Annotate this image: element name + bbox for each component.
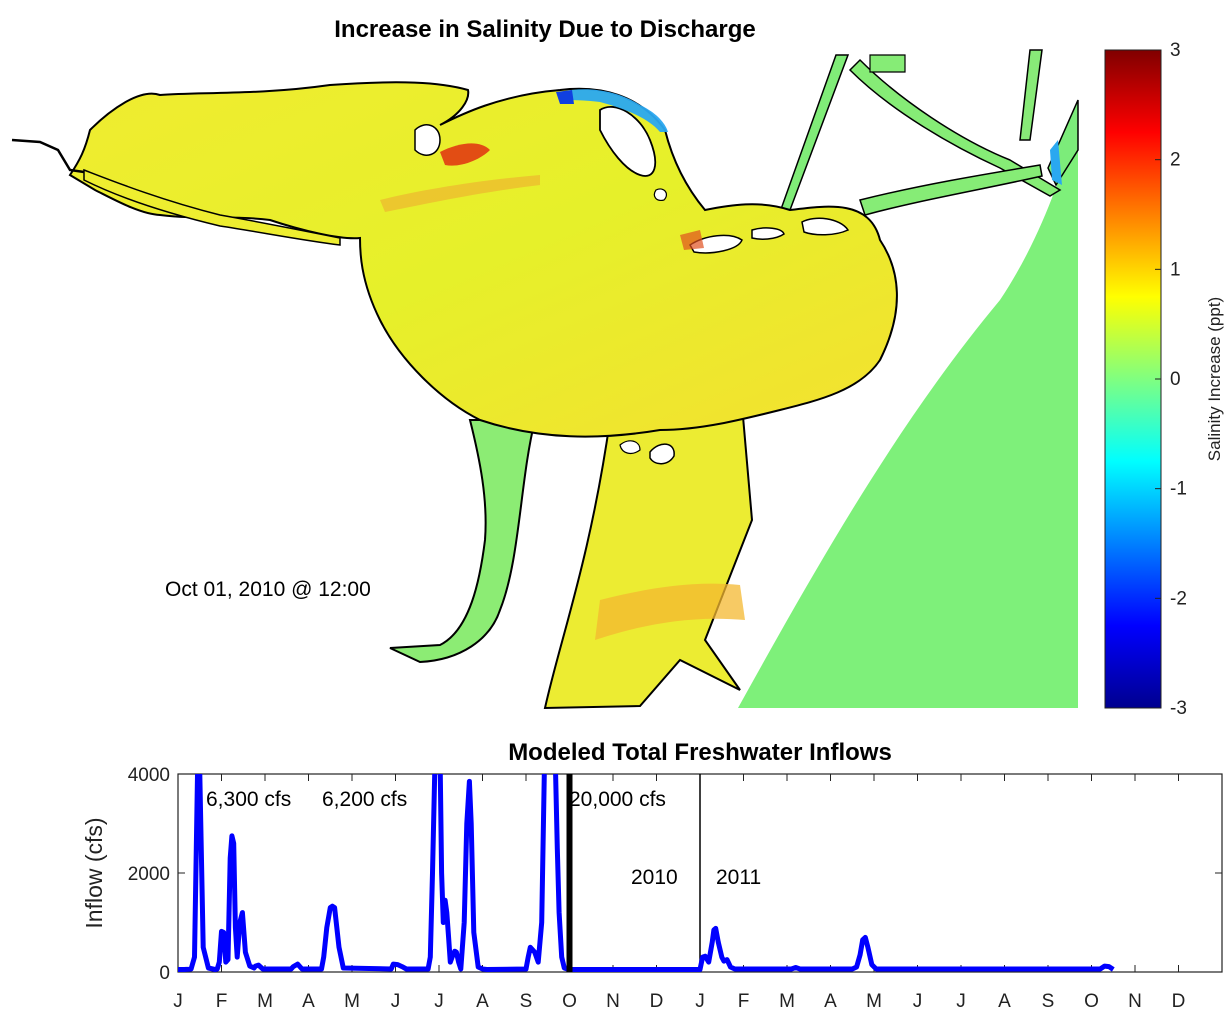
island-north: [599, 105, 657, 177]
colorbar-label: Salinity Increase (ppt): [1205, 297, 1224, 461]
island-south-2: [619, 440, 641, 455]
x-tick-label: S: [1042, 991, 1055, 1010]
island-west: [414, 124, 441, 156]
inflow-series-line: [178, 774, 1115, 972]
island-chain-2: [751, 227, 785, 240]
map-timestamp: Oct 01, 2010 @ 12:00: [165, 578, 371, 601]
gulf-water-region: [738, 112, 1078, 708]
x-tick-label: S: [520, 991, 533, 1010]
x-tick-label: D: [650, 991, 664, 1010]
colorbar-tick-label: 3: [1170, 40, 1181, 61]
upper-channel-b: [848, 58, 1062, 197]
x-tick-label: J: [173, 991, 183, 1010]
west-arm-strip: [83, 168, 341, 246]
colorbar-gradient: [1104, 49, 1162, 709]
south-channel-warm-band: [595, 583, 745, 640]
west-inlet-region: [389, 419, 537, 664]
peak-label-1: 6,300 cfs: [206, 788, 291, 811]
inflow-title: Modeled Total Freshwater Inflows: [508, 739, 892, 766]
colorbar-tick-label: 2: [1170, 150, 1181, 171]
upper-channel-c: [1019, 49, 1043, 141]
year-label-2011: 2011: [716, 866, 761, 889]
inflow-chart: 0 2000 4000 J F M A M J J A S O N D J F M A M J J A S O N D: [128, 765, 1223, 1010]
peak-label-3: 20,000 cfs: [569, 788, 666, 811]
hotspot-warm-band: [380, 175, 540, 212]
y-tick-label: 4000: [128, 765, 170, 786]
x-tick-label: F: [738, 991, 750, 1010]
upper-channel-a: [778, 54, 850, 213]
tributary-river: [11, 138, 85, 174]
warm-patch-northeast: [680, 230, 704, 250]
island-south: [649, 443, 675, 465]
island-chain-1: [689, 234, 743, 254]
hotspot-north: [440, 143, 490, 166]
colorbar-tick-label: -3: [1170, 698, 1187, 719]
colorbar-tick-label: -1: [1170, 479, 1187, 500]
salinity-map: [11, 49, 1079, 710]
x-tick-label: M: [344, 991, 360, 1010]
x-tick-label: J: [956, 991, 966, 1010]
x-tick-label: O: [1084, 991, 1099, 1010]
year-label-2010: 2010: [631, 866, 678, 889]
island-small-1: [653, 188, 668, 201]
x-tick-label: M: [866, 991, 882, 1010]
main-bay-region: [68, 81, 898, 438]
x-tick-label: A: [476, 991, 489, 1010]
x-tick-label: A: [824, 991, 837, 1010]
upper-channel-e: [869, 54, 906, 73]
x-tick-label: N: [606, 991, 620, 1010]
colorbar-tick-label: -2: [1170, 588, 1187, 609]
x-tick-label: O: [562, 991, 577, 1010]
x-tick-label: N: [1128, 991, 1142, 1010]
x-tick-label: A: [302, 991, 315, 1010]
upper-channel-d: [859, 164, 1043, 216]
y-tick-label: 0: [159, 963, 170, 984]
colorbar-ticks: 3 2 1 0 -1 -2 -3: [1155, 40, 1187, 719]
inflow-ylabel: Inflow (cfs): [81, 817, 107, 928]
x-tick-label: J: [391, 991, 401, 1010]
x-tick-label: F: [216, 991, 228, 1010]
colorbar-tick-label: 0: [1170, 369, 1181, 390]
channel-blue-spot: [1050, 140, 1062, 185]
x-tick-label: M: [257, 991, 273, 1010]
peak-label-2: 6,200 cfs: [322, 788, 407, 811]
map-title: Increase in Salinity Due to Discharge: [334, 16, 755, 43]
x-tick-label: J: [434, 991, 444, 1010]
island-chain-3: [801, 217, 850, 236]
x-tick-label: M: [779, 991, 795, 1010]
north-shore-low-salinity: [560, 89, 668, 132]
colorbar-tick-label: 1: [1170, 259, 1181, 280]
colorbar: 3 2 1 0 -1 -2 -3 Salinity Increase (ppt): [1104, 40, 1224, 719]
south-channel-region: [543, 403, 754, 710]
x-tick-label: A: [998, 991, 1011, 1010]
x-tick-label: D: [1172, 991, 1186, 1010]
y-tick-label: 2000: [128, 864, 170, 885]
x-tick-label: J: [695, 991, 705, 1010]
x-tick-label: J: [913, 991, 923, 1010]
north-shore-deep-blue: [556, 90, 574, 104]
